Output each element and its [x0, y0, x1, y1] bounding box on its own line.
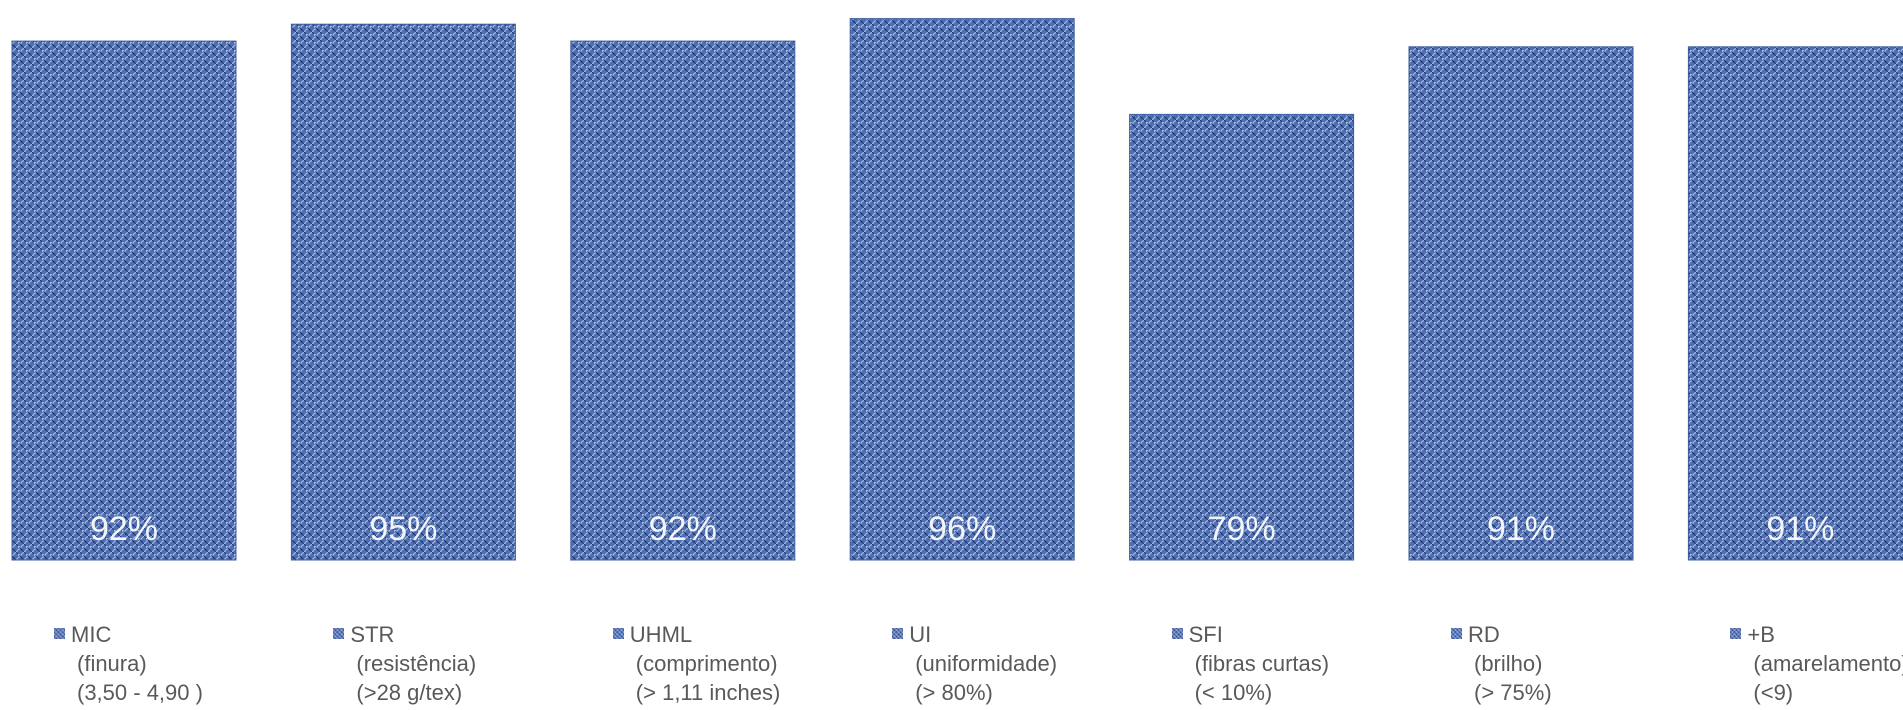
legend-description: (comprimento) [635, 651, 778, 676]
bar-sfi [1129, 113, 1355, 561]
legend-description: (amarelamento) [1753, 651, 1903, 676]
legend-item: MIC (finura) (3,50 - 4,90 ) [54, 620, 203, 707]
legend-name: UHML [629, 622, 693, 647]
legend-description: (fibras curtas) [1194, 651, 1330, 676]
data-label: 96% [928, 510, 996, 548]
data-label: 91% [1487, 510, 1555, 548]
legend-description: (finura) [77, 651, 147, 676]
bar-rd [1408, 46, 1634, 561]
legend-range: (3,50 - 4,90 ) [77, 680, 203, 705]
data-label: 95% [369, 510, 437, 548]
legend-name: +B [1747, 622, 1775, 647]
legend-description: (uniformidade) [915, 651, 1058, 676]
legend-item: RD (brilho) (> 75%) [1451, 620, 1552, 707]
legend-name: UI [909, 622, 932, 647]
bar-str [290, 23, 516, 561]
legend-range: (> 80%) [915, 680, 993, 705]
legend-item: +B (amarelamento) (<9) [1730, 620, 1903, 707]
legend-range: (<9) [1753, 680, 1794, 705]
legend-name: SFI [1188, 622, 1223, 647]
legend-range: (< 10%) [1194, 680, 1273, 705]
legend-swatch [54, 628, 65, 639]
data-label: 79% [1208, 510, 1276, 548]
legend-range: (>28 g/tex) [356, 680, 463, 705]
legend-swatch [1171, 628, 1183, 639]
data-label: 92% [90, 510, 158, 548]
legend-description: (resistência) [356, 651, 477, 676]
legend-name: RD [1468, 622, 1500, 647]
legend-item: SFI (fibras curtas) (< 10%) [1171, 620, 1330, 707]
legend-swatch [1451, 628, 1462, 639]
legend-name: STR [350, 622, 395, 647]
legend-swatch [1730, 628, 1742, 639]
legend-item: STR (resistência) (>28 g/tex) [333, 620, 476, 707]
bar-uhml [570, 40, 796, 561]
data-label: 91% [1766, 510, 1834, 548]
legend-swatch [333, 628, 345, 639]
bar-mic [11, 40, 237, 561]
legend-swatch [892, 628, 904, 639]
legend-item: UHML (comprimento) (> 1,11 inches) [612, 620, 781, 707]
legend-swatch [612, 628, 624, 639]
bar-ui [849, 18, 1075, 561]
data-label: 92% [649, 510, 717, 548]
legend-item: UI (uniformidade) (> 80%) [892, 620, 1057, 707]
legend-description: (brilho) [1474, 651, 1543, 676]
bar-b [1687, 46, 1903, 561]
legend-name: MIC [71, 622, 112, 647]
legend-range: (> 75%) [1474, 680, 1552, 705]
legend-range: (> 1,11 inches) [635, 680, 781, 705]
